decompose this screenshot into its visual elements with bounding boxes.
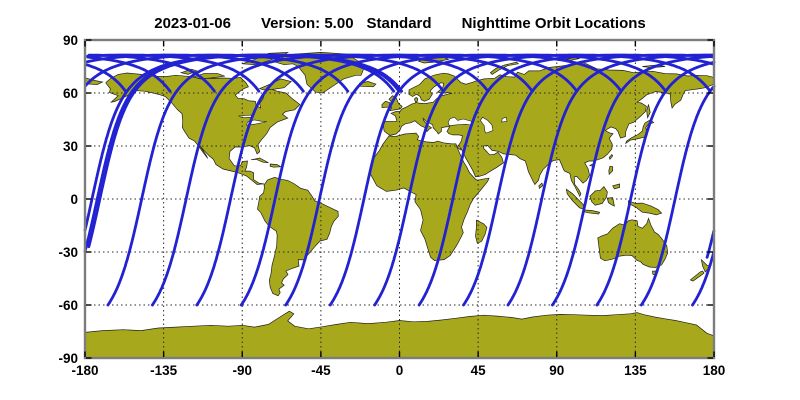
orbit-track-5 <box>284 53 623 307</box>
lake-black-sea <box>447 116 473 127</box>
plot-frame <box>83 38 716 360</box>
x-tick-label: 45 <box>471 363 487 378</box>
land-eurasia <box>382 61 715 198</box>
title-name: Nighttime Orbit Locations <box>461 15 646 32</box>
x-tick-label: 0 <box>396 363 404 378</box>
orbit-track-4 <box>239 53 579 307</box>
title-date: 2023-01-06 <box>154 15 231 32</box>
orbit-track-10 <box>506 53 715 307</box>
orbit-track-7 <box>373 53 712 307</box>
orbit-track-15 <box>87 53 404 249</box>
x-tick-label: -135 <box>150 363 178 378</box>
orbit-track-12 <box>595 60 716 307</box>
land-java <box>582 209 601 215</box>
lake-caspian-sea <box>480 116 494 134</box>
y-tick-label: 90 <box>63 33 78 48</box>
title-version: Version: 5.00 <box>260 15 354 32</box>
axis-labels: -180 -135 -90 -45 0 45 90 135 180 90 60 30 0 -30 -60 -9… <box>58 33 725 378</box>
land-new-guinea <box>628 200 663 216</box>
land-sri-lanka <box>538 182 544 190</box>
x-tick-label: 180 <box>703 363 726 378</box>
axis-ticks <box>84 39 715 359</box>
land-new-zealand-south <box>689 270 705 282</box>
orbit-track-6 <box>328 53 667 307</box>
y-tick-label: -30 <box>58 245 78 260</box>
orbit-track-8 <box>417 53 715 307</box>
land-sakhalin <box>646 104 651 119</box>
orbit-track-11 <box>551 55 714 307</box>
land-madagascar <box>475 219 488 244</box>
title-mode: Standard <box>366 15 432 32</box>
lake-aral-sea <box>501 116 508 123</box>
x-tick-label: -45 <box>311 363 331 378</box>
x-tick-label: 90 <box>549 363 564 378</box>
x-tick-label: -180 <box>71 363 98 378</box>
orbit-track-10 <box>87 53 216 93</box>
land-hispaniola <box>269 163 282 168</box>
land-ireland <box>381 100 391 108</box>
orbit-tracks <box>83 53 716 307</box>
x-tick-label: 135 <box>624 363 647 378</box>
orbit-track-3 <box>195 53 534 307</box>
x-tick-label: -90 <box>232 363 252 378</box>
y-tick-label: -60 <box>58 298 78 313</box>
land-australia <box>597 217 669 268</box>
land-sulawesi <box>606 197 615 207</box>
orbit-track-13 <box>639 84 716 307</box>
land-borneo <box>589 186 608 206</box>
orbit-track-9 <box>462 53 715 307</box>
plot-title: 2023-01-06 Version: 5.00 Standard Nighttime… <box>0 15 800 32</box>
land-mindanao <box>612 183 620 190</box>
y-tick-label: -90 <box>58 351 78 366</box>
y-tick-label: 0 <box>70 192 78 207</box>
y-tick-label: 60 <box>63 86 78 101</box>
land-cuba <box>250 157 269 164</box>
orbit-track-2 <box>150 53 490 307</box>
landmasses <box>84 51 715 359</box>
orbit-track-0 <box>691 250 716 307</box>
orbit-track-12 <box>85 53 305 93</box>
land-taiwan <box>608 153 614 160</box>
y-tick-label: 30 <box>63 139 78 154</box>
orbit-track-8 <box>84 63 127 93</box>
land-luzon <box>608 165 614 176</box>
